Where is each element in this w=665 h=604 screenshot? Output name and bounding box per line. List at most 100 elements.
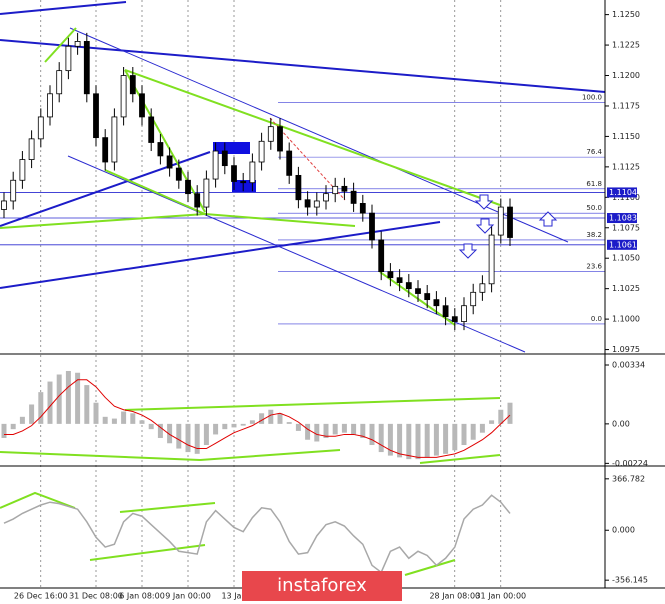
y-tick-label: 1.1250 xyxy=(612,10,640,19)
candle-body xyxy=(286,150,293,176)
histogram-bar xyxy=(268,409,274,424)
candle-body xyxy=(295,174,302,201)
histogram-bar xyxy=(139,420,145,424)
candle-body xyxy=(249,161,256,184)
fibonacci-label: 76.4 xyxy=(586,148,602,156)
candle-body xyxy=(37,116,44,140)
histogram-bar xyxy=(378,423,384,453)
candle-body xyxy=(451,316,458,322)
candle-body xyxy=(277,126,283,152)
histogram-bar xyxy=(130,413,136,424)
histogram-bar xyxy=(111,418,117,424)
histogram-bar xyxy=(332,423,338,435)
histogram-bar xyxy=(498,409,504,424)
candle-body xyxy=(231,165,237,182)
candle-body xyxy=(267,126,274,142)
x-tick-label: 9 Jan 00:00 xyxy=(165,592,211,601)
histogram-bar xyxy=(397,423,403,458)
candle-body xyxy=(1,200,7,210)
histogram-bar xyxy=(213,423,219,435)
candle-body xyxy=(120,75,127,118)
y-tick-label: 1.1025 xyxy=(612,284,640,293)
candle-body xyxy=(10,179,17,202)
candle-body xyxy=(221,150,228,167)
candle-body xyxy=(359,203,366,214)
x-tick-label: 31 Jan 00:00 xyxy=(475,592,526,601)
histogram-bar xyxy=(433,423,439,456)
candle-body xyxy=(203,178,210,208)
x-tick-label: 13 Jan xyxy=(221,592,246,601)
candle-body xyxy=(415,288,421,294)
candle-body xyxy=(433,299,440,307)
histogram-bar xyxy=(93,402,99,424)
candle-body xyxy=(74,41,81,47)
candle-body xyxy=(148,116,155,143)
cci-line xyxy=(3,494,511,574)
candle-body xyxy=(129,75,136,95)
candle-body xyxy=(47,93,53,118)
histogram-bar xyxy=(231,423,237,428)
candle-body xyxy=(175,167,182,181)
fibonacci-label: 23.6 xyxy=(586,263,602,271)
candle-body xyxy=(258,140,265,163)
fibonacci-label: 38.2 xyxy=(586,231,602,239)
histogram-bar xyxy=(240,423,246,426)
price-marker xyxy=(607,187,637,198)
fibonacci-label: 0.0 xyxy=(591,315,602,323)
x-tick-label: 31 Dec 08:00 xyxy=(69,592,123,601)
histogram-bar xyxy=(341,423,347,433)
histogram-bar xyxy=(507,402,513,424)
fibonacci-label: 61.8 xyxy=(586,180,602,188)
candle-body xyxy=(166,155,173,169)
candle-body xyxy=(396,277,403,283)
histogram-bar xyxy=(47,381,53,424)
histogram-bar xyxy=(176,423,182,449)
candle-body xyxy=(111,116,118,163)
histogram-bar xyxy=(295,423,301,431)
candle-body xyxy=(185,179,191,195)
candle-body xyxy=(341,185,348,192)
price-marker-label: 1.1104 xyxy=(609,188,637,197)
candle-body xyxy=(442,305,449,318)
candle-body xyxy=(378,239,385,273)
candle-body xyxy=(369,212,375,241)
histogram-bar xyxy=(65,370,71,424)
histogram-bar xyxy=(121,411,127,424)
histogram-bar xyxy=(29,404,35,424)
candle-body xyxy=(332,185,339,195)
histogram-bar xyxy=(167,423,173,444)
y-tick-label: 1.0975 xyxy=(612,345,640,354)
candle-body xyxy=(405,282,412,290)
candle-body xyxy=(65,45,72,72)
candle-body xyxy=(28,138,35,160)
candle-body xyxy=(102,137,109,163)
histogram-bar xyxy=(56,374,62,424)
histogram-bar xyxy=(102,416,108,424)
candle-body xyxy=(479,283,486,293)
x-tick-label: 26 Dec 16:00 xyxy=(14,592,68,601)
histogram-bar xyxy=(452,423,458,451)
candle-body xyxy=(304,199,311,208)
histogram-bar xyxy=(323,423,329,438)
candle-body xyxy=(497,206,504,236)
y-tick-label: 1.1050 xyxy=(612,254,640,263)
x-tick-label: 6 Jan 08:00 xyxy=(119,592,165,601)
y-tick-label: -356.145 xyxy=(612,576,648,585)
histogram-bar xyxy=(461,423,467,446)
histogram-bar xyxy=(38,392,44,424)
y-tick-label: 1.1200 xyxy=(612,71,640,80)
y-tick-label: 1.1225 xyxy=(612,41,640,50)
candle-body xyxy=(350,190,357,204)
candle-body xyxy=(424,293,431,301)
candle-body xyxy=(56,70,63,95)
fibonacci-label: 50.0 xyxy=(586,204,602,212)
histogram-bar xyxy=(479,423,485,433)
histogram-bar xyxy=(369,423,375,446)
histogram-bar xyxy=(415,423,421,460)
candle-body xyxy=(387,271,394,279)
candle-body xyxy=(139,93,145,118)
histogram-bar xyxy=(19,416,25,424)
histogram-bar xyxy=(84,385,90,424)
candle-body xyxy=(194,193,201,208)
